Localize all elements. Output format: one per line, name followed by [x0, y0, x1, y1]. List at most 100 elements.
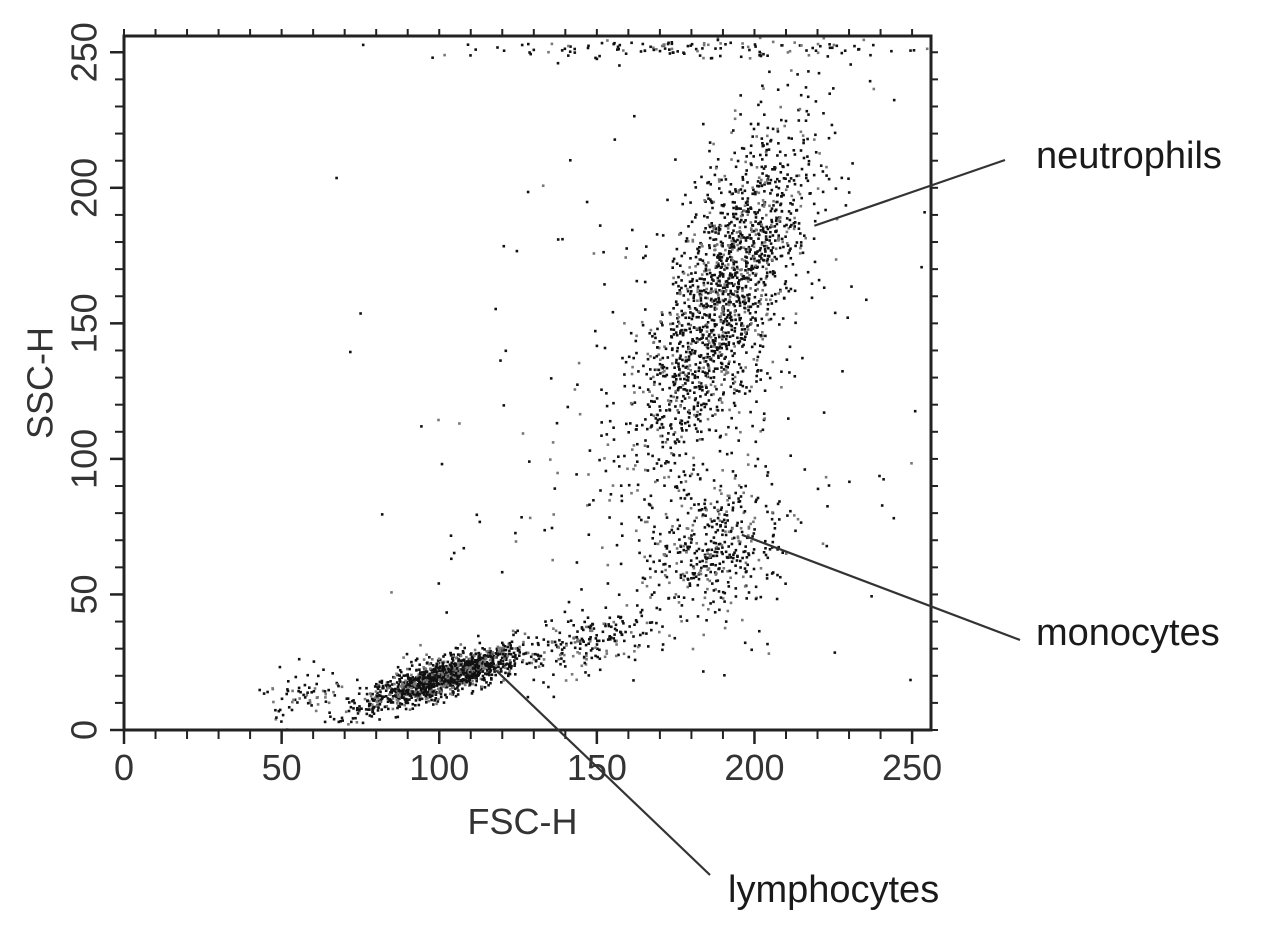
- data-point: [347, 709, 351, 713]
- data-point: [355, 721, 359, 724]
- data-point: [655, 368, 659, 371]
- data-point: [485, 667, 488, 670]
- data-point: [717, 226, 721, 229]
- data-point: [400, 670, 403, 674]
- data-point: [408, 694, 412, 697]
- data-point: [695, 414, 699, 417]
- data-point: [660, 464, 663, 468]
- data-point: [724, 288, 728, 292]
- data-point: [666, 356, 670, 359]
- data-point: [292, 698, 295, 702]
- data-point: [688, 545, 691, 549]
- data-point: [501, 659, 505, 663]
- data-point: [714, 167, 718, 170]
- data-point: [751, 192, 754, 196]
- data-point: [739, 495, 743, 498]
- data-point: [672, 531, 675, 534]
- data-point: [588, 640, 592, 643]
- data-point: [501, 653, 505, 656]
- data-point: [660, 570, 664, 574]
- data-point: [376, 687, 380, 690]
- data-point: [707, 399, 711, 402]
- data-point: [713, 224, 716, 228]
- data-point: [508, 672, 512, 676]
- data-point: [450, 661, 453, 665]
- data-point: [763, 254, 766, 257]
- data-point: [676, 527, 680, 531]
- data-point: [714, 588, 717, 591]
- data-point: [717, 298, 721, 301]
- data-point: [693, 519, 696, 523]
- data-point: [665, 409, 668, 412]
- data-point: [699, 508, 702, 512]
- data-point: [713, 248, 716, 252]
- data-point: [739, 113, 742, 116]
- data-point: [383, 705, 387, 709]
- data-point: [452, 673, 455, 677]
- data-point: [687, 416, 691, 419]
- data-point: [741, 286, 744, 290]
- data-point: [476, 658, 480, 662]
- data-point: [741, 345, 744, 348]
- data-point: [671, 266, 674, 269]
- data-point: [718, 180, 721, 183]
- data-point: [443, 53, 446, 57]
- data-point: [525, 662, 529, 666]
- data-point: [680, 254, 684, 258]
- data-point: [481, 656, 485, 660]
- data-point: [722, 335, 726, 338]
- data-point: [779, 254, 783, 258]
- data-point: [740, 530, 744, 534]
- data-point: [466, 660, 469, 663]
- data-point: [712, 142, 715, 146]
- data-point: [377, 706, 380, 709]
- data-point: [689, 559, 693, 562]
- data-point: [771, 571, 775, 574]
- data-point: [560, 648, 564, 651]
- data-point: [448, 680, 452, 684]
- data-point: [727, 323, 731, 327]
- data-point: [764, 293, 768, 297]
- data-point: [656, 373, 659, 376]
- data-point: [390, 699, 393, 702]
- data-point: [728, 222, 731, 225]
- data-point: [547, 685, 550, 689]
- data-point: [764, 235, 768, 238]
- data-point: [705, 402, 708, 406]
- data-point: [756, 250, 759, 253]
- data-point: [454, 663, 457, 666]
- data-point: [800, 44, 803, 47]
- data-point: [684, 240, 688, 243]
- data-point: [550, 42, 554, 46]
- data-point: [686, 527, 690, 530]
- data-point: [722, 313, 726, 316]
- data-point: [724, 530, 727, 533]
- data-point: [720, 342, 724, 346]
- data-point: [799, 204, 803, 208]
- data-point: [655, 421, 659, 425]
- data-point: [807, 159, 811, 163]
- data-point: [725, 345, 728, 348]
- data-point: [426, 690, 429, 694]
- data-point: [458, 675, 461, 678]
- data-point: [721, 292, 725, 296]
- data-point: [558, 631, 562, 635]
- data-point: [546, 640, 550, 644]
- data-point: [509, 667, 513, 670]
- data-point: [783, 124, 786, 128]
- data-point: [608, 419, 612, 423]
- data-point: [723, 286, 726, 289]
- data-point: [713, 308, 717, 311]
- data-point: [481, 670, 484, 673]
- data-point: [646, 357, 650, 361]
- data-point: [795, 209, 798, 212]
- data-point: [632, 384, 635, 388]
- data-point: [408, 677, 412, 680]
- data-point: [596, 655, 599, 659]
- y-tick-label: 150: [64, 293, 105, 353]
- data-point: [721, 262, 724, 265]
- data-point: [739, 231, 742, 234]
- data-point: [498, 652, 502, 656]
- data-point: [374, 690, 378, 693]
- data-point: [375, 700, 379, 703]
